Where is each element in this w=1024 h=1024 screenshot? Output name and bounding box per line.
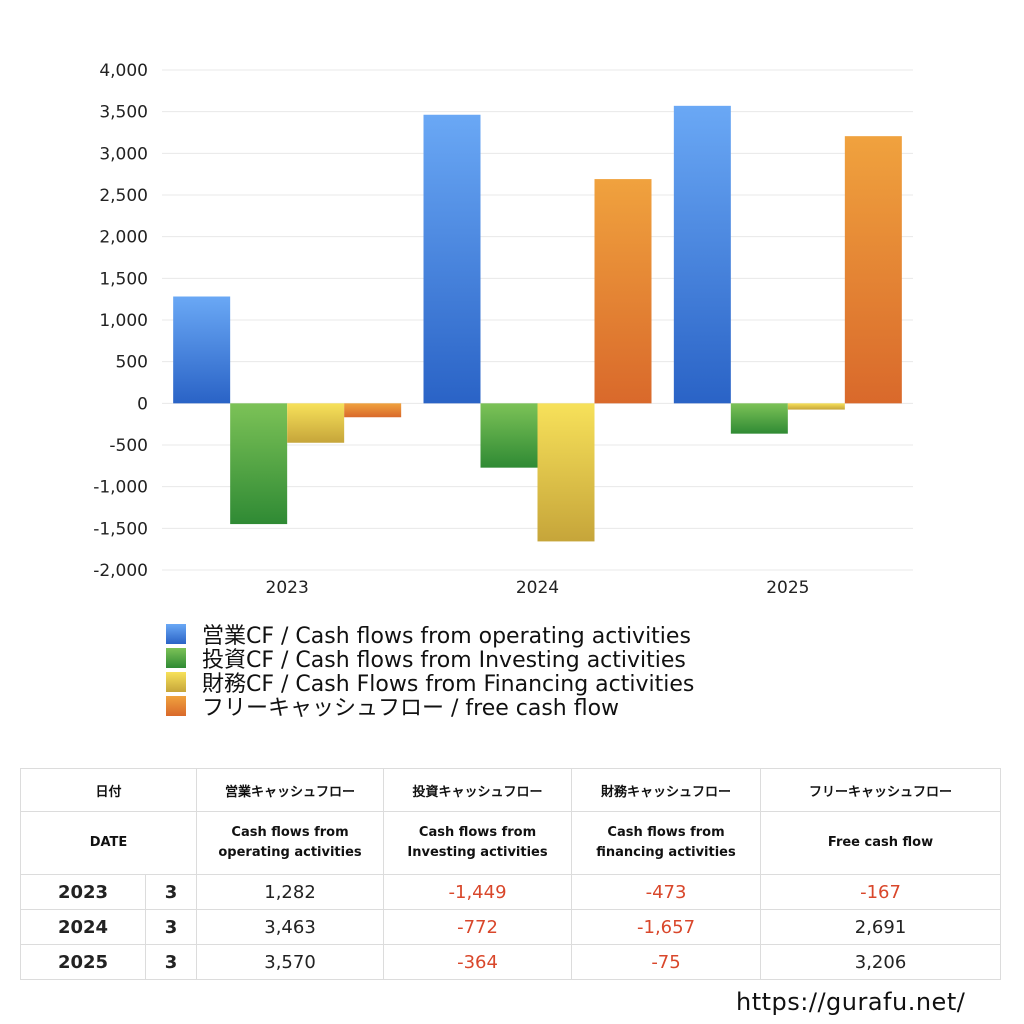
- header-operating-en: Cash flows from operating activities: [196, 811, 385, 875]
- row-free: 2,691: [760, 909, 1002, 945]
- bar-series0-2024: [423, 114, 481, 404]
- x-tick-label: 2023: [266, 578, 309, 598]
- row-investing: -1,449: [383, 874, 573, 910]
- y-tick-label: -1,500: [93, 519, 148, 539]
- row-operating: 3,463: [196, 909, 385, 945]
- row-year: 2024: [20, 909, 146, 945]
- table-row: 2025 3 3,570 -364 -75 3,206: [20, 944, 1002, 980]
- legend-swatch-financing: [166, 672, 186, 692]
- y-tick-label: 1,000: [99, 311, 148, 331]
- row-operating: 3,570: [196, 944, 385, 980]
- table-row: 2023 3 1,282 -1,449 -473 -167: [20, 874, 1002, 910]
- y-tick-label: 2,000: [99, 228, 148, 248]
- bar-series2-2024: [537, 403, 595, 542]
- bar-series1-2025: [730, 403, 788, 434]
- row-free: 3,206: [760, 944, 1002, 980]
- bar-series0-2025: [673, 105, 731, 404]
- header-free-jp: フリーキャッシュフロー: [760, 768, 1002, 812]
- row-financing: -1,657: [571, 909, 762, 945]
- header-date-en: DATE: [19, 811, 198, 875]
- cash-flow-table: 日付 営業キャッシュフロー 投資キャッシュフロー 財務キャッシュフロー フリーキ…: [19, 768, 1002, 980]
- y-tick-label: 2,500: [99, 186, 148, 206]
- legend-swatch-investing: [166, 648, 186, 668]
- row-operating: 1,282: [196, 874, 385, 910]
- legend-label-operating: 営業CF / Cash flows from operating activit…: [202, 624, 691, 649]
- legend-swatch-operating: [166, 624, 186, 644]
- header-investing-en: Cash flows from Investing activities: [383, 811, 573, 875]
- row-free: -167: [760, 874, 1002, 910]
- bar-series1-2023: [230, 403, 288, 525]
- cash-flow-bar-chart: 4,000 3,500 3,000 2,500 2,000 1,500 1,000 500 0 -…: [93, 61, 913, 598]
- header-investing-jp: 投資キャッシュフロー: [383, 768, 573, 812]
- header-financing-jp: 財務キャッシュフロー: [571, 768, 762, 812]
- y-tick-label: -2,000: [93, 561, 148, 581]
- header-date-jp: 日付: [19, 768, 198, 812]
- header-free-en: Free cash flow: [760, 811, 1002, 875]
- y-tick-label: 3,500: [99, 103, 148, 123]
- header-operating-jp: 営業キャッシュフロー: [196, 768, 385, 812]
- row-financing: -473: [571, 874, 762, 910]
- row-financing: -75: [571, 944, 762, 980]
- bar-series2-2025: [787, 403, 845, 410]
- y-tick-label: -500: [109, 436, 148, 456]
- row-year: 2025: [20, 944, 146, 980]
- bar-series3-2023: [344, 403, 402, 418]
- legend-item-free: フリーキャッシュフロー / free cash flow: [166, 694, 694, 721]
- y-tick-label: 1,500: [99, 269, 148, 289]
- y-tick-label: 500: [116, 353, 148, 373]
- row-investing: -364: [383, 944, 573, 980]
- row-investing: -772: [383, 909, 573, 945]
- bar-series3-2024: [594, 179, 652, 404]
- y-tick-label: -1,000: [93, 478, 148, 498]
- table-header-row-en: DATE Cash flows from operating activitie…: [19, 811, 1002, 875]
- y-tick-label: 3,000: [99, 144, 148, 164]
- legend-label-investing: 投資CF / Cash flows from Investing activit…: [202, 648, 686, 673]
- legend-label-financing: 財務CF / Cash Flows from Financing activit…: [202, 672, 695, 697]
- source-url: https://gurafu.net/: [736, 988, 966, 1016]
- legend-item-operating: 営業CF / Cash flows from operating activit…: [166, 622, 694, 649]
- table-header-row-jp: 日付 営業キャッシュフロー 投資キャッシュフロー 財務キャッシュフロー フリーキ…: [19, 768, 1002, 812]
- x-tick-label: 2024: [516, 578, 559, 598]
- bar-series3-2025: [844, 136, 902, 404]
- y-tick-label: 4,000: [99, 61, 148, 81]
- row-month: 3: [144, 874, 198, 910]
- legend-label-free: フリーキャッシュフロー / free cash flow: [202, 696, 620, 721]
- legend-item-financing: 財務CF / Cash Flows from Financing activit…: [166, 670, 694, 697]
- bar-series0-2023: [173, 296, 231, 404]
- row-year: 2023: [20, 874, 146, 910]
- y-tick-label: 0: [137, 394, 148, 414]
- legend-swatch-free: [166, 696, 186, 716]
- bar-series2-2023: [287, 403, 345, 443]
- row-month: 3: [144, 944, 198, 980]
- legend-item-investing: 投資CF / Cash flows from Investing activit…: [166, 646, 694, 673]
- table-row: 2024 3 3,463 -772 -1,657 2,691: [20, 909, 1002, 945]
- row-month: 3: [144, 909, 198, 945]
- bar-series1-2024: [480, 403, 538, 468]
- x-tick-label: 2025: [766, 578, 809, 598]
- chart-legend: 営業CF / Cash flows from operating activit…: [166, 622, 694, 721]
- header-financing-en: Cash flows from financing activities: [571, 811, 762, 875]
